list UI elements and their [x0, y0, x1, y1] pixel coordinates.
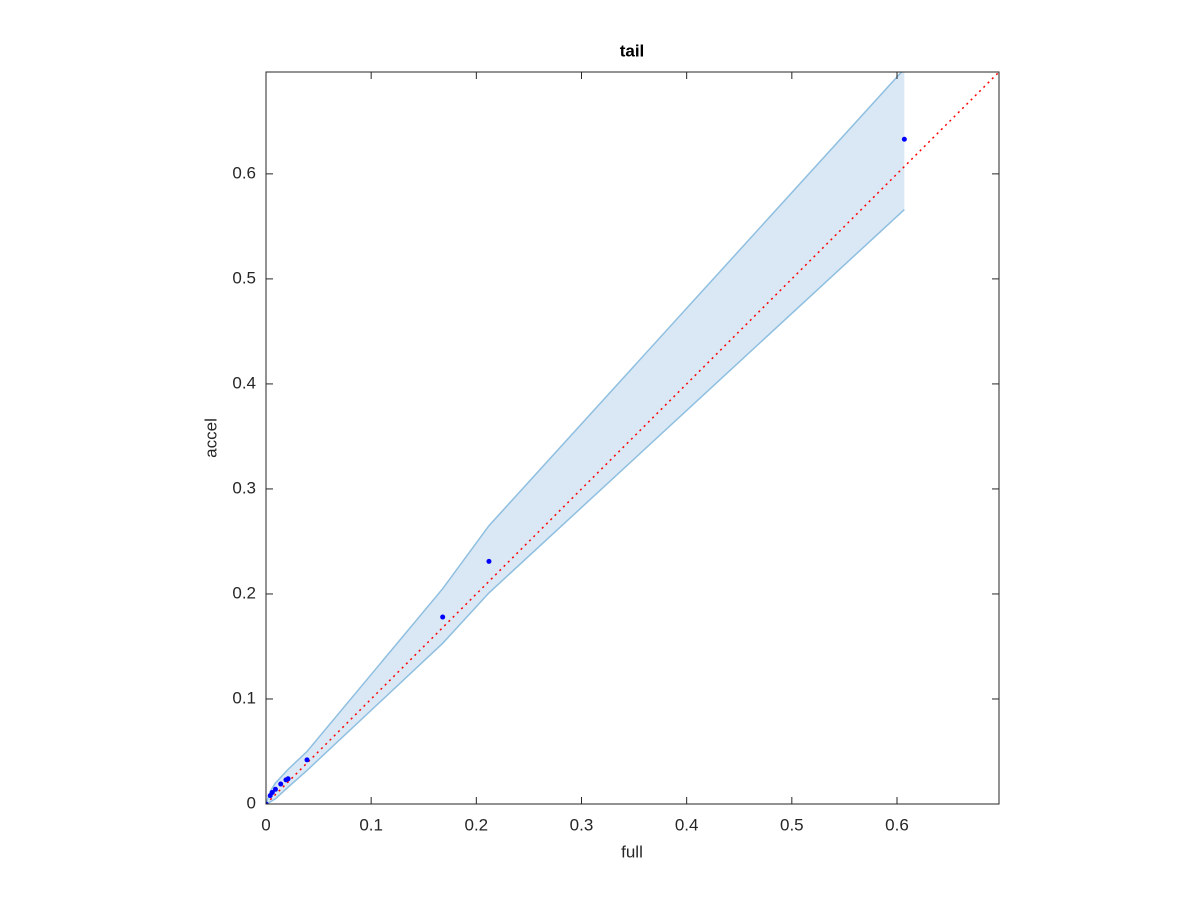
- y-tick-label: 0.2: [232, 583, 256, 602]
- data-point: [486, 558, 492, 564]
- data-point: [901, 136, 907, 142]
- x-tick-label: 0.5: [780, 815, 804, 834]
- data-point: [285, 776, 291, 782]
- axes-box: [265, 71, 1000, 805]
- data-point: [266, 801, 269, 804]
- band-upper-edge: [266, 72, 903, 804]
- y-tick-label: 0.5: [232, 268, 256, 287]
- x-axis-label: full: [621, 842, 643, 861]
- y-tick-label: 0.4: [232, 373, 256, 392]
- band-fill: [266, 72, 905, 804]
- data-point: [272, 786, 278, 792]
- y-axis-label: accel: [201, 418, 220, 458]
- data-point: [269, 789, 275, 795]
- x-tick-label: 0.4: [675, 815, 699, 834]
- data-point: [278, 781, 284, 787]
- reference-line: [266, 72, 999, 804]
- band-lower-edge: [266, 209, 905, 804]
- x-tick-label: 0.3: [570, 815, 594, 834]
- data-point: [304, 757, 310, 763]
- y-tick-label: 0: [247, 793, 256, 812]
- y-tick-label: 0.1: [232, 688, 256, 707]
- x-tick-label: 0.2: [465, 815, 489, 834]
- x-tick-label: 0: [261, 815, 270, 834]
- data-point: [440, 614, 446, 620]
- chart-title: tail: [620, 41, 645, 60]
- x-tick-label: 0.6: [885, 815, 909, 834]
- plot-area: [266, 72, 999, 804]
- x-tick-label: 0.1: [359, 815, 383, 834]
- y-tick-label: 0.6: [232, 163, 256, 182]
- y-tick-label: 0.3: [232, 478, 256, 497]
